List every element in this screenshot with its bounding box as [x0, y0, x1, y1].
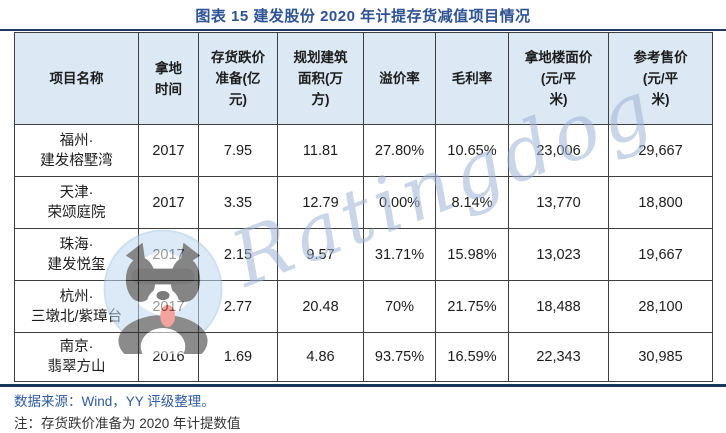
cell-premium-rate: 70% — [363, 280, 436, 333]
table-row: 南京· 翡翠方山 2016 1.69 4.86 93.75% 16.59% 22… — [14, 332, 713, 382]
header-cell-land-time: 拿地 时间 — [138, 32, 199, 125]
table-row: 天津· 荣颂庭院 2017 3.35 12.79 0.00% 8.14% 13,… — [14, 176, 713, 229]
cell-project-name: 福州· 建发榕墅湾 — [14, 124, 139, 177]
cell-project-name: 杭州· 三墩北/紫璋台 — [14, 280, 139, 333]
header-cell-premium-rate: 溢价率 — [363, 32, 436, 125]
cell-planned-area: 4.86 — [277, 332, 364, 382]
header-cell-project: 项目名称 — [14, 32, 139, 125]
cell-provision: 7.95 — [198, 124, 278, 177]
header-cell-planned-area: 规划建筑 面积(万 方) — [277, 32, 364, 125]
header-cell-floor-price: 拿地楼面价 (元/平 米) — [508, 32, 609, 125]
cell-project-name: 天津· 荣颂庭院 — [14, 176, 139, 229]
cell-land-time: 2017 — [138, 124, 199, 177]
bottom-divider — [0, 384, 726, 387]
cell-gross-margin: 10.65% — [435, 124, 509, 177]
cell-ref-price: 28,100 — [608, 280, 713, 333]
cell-floor-price: 18,488 — [508, 280, 609, 333]
cell-premium-rate: 93.75% — [363, 332, 436, 382]
cell-ref-price: 19,667 — [608, 228, 713, 281]
cell-gross-margin: 21.75% — [435, 280, 509, 333]
provision-table: 项目名称 拿地 时间 存货跌价 准备(亿 元) 规划建筑 面积(万 方) 溢价率… — [14, 32, 713, 382]
footnote: 注：存货跌价准备为 2020 年计提数值 — [14, 416, 241, 431]
figure-title: 图表 15 建发股份 2020 年计提存货减值项目情况 — [195, 8, 531, 25]
cell-planned-area: 20.48 — [277, 280, 364, 333]
cell-planned-area: 11.81 — [277, 124, 364, 177]
cell-provision: 2.77 — [198, 280, 278, 333]
table-row: 福州· 建发榕墅湾 2017 7.95 11.81 27.80% 10.65% … — [14, 124, 713, 177]
data-source-note: 数据来源：Wind，YY 评级整理。 — [14, 394, 215, 409]
cell-gross-margin: 8.14% — [435, 176, 509, 229]
header-cell-gross-margin: 毛利率 — [435, 32, 509, 125]
cell-provision: 1.69 — [198, 332, 278, 382]
cell-ref-price: 18,800 — [608, 176, 713, 229]
table-header-row: 项目名称 拿地 时间 存货跌价 准备(亿 元) 规划建筑 面积(万 方) 溢价率… — [14, 32, 713, 125]
header-cell-provision: 存货跌价 准备(亿 元) — [198, 32, 278, 125]
cell-floor-price: 23,006 — [508, 124, 609, 177]
table-row: 杭州· 三墩北/紫璋台 2017 2.77 20.48 70% 21.75% 1… — [14, 280, 713, 333]
cell-floor-price: 22,343 — [508, 332, 609, 382]
cell-provision: 3.35 — [198, 176, 278, 229]
cell-premium-rate: 0.00% — [363, 176, 436, 229]
cell-project-name: 珠海· 建发悦玺 — [14, 228, 139, 281]
cell-planned-area: 9.57 — [277, 228, 364, 281]
cell-land-time: 2017 — [138, 228, 199, 281]
top-divider — [0, 29, 726, 31]
cell-land-time: 2016 — [138, 332, 199, 382]
table-row: 珠海· 建发悦玺 2017 2.15 9.57 31.71% 15.98% 13… — [14, 228, 713, 281]
cell-gross-margin: 15.98% — [435, 228, 509, 281]
header-cell-ref-price: 参考售价 (元/平 米) — [608, 32, 713, 125]
cell-provision: 2.15 — [198, 228, 278, 281]
cell-premium-rate: 27.80% — [363, 124, 436, 177]
cell-gross-margin: 16.59% — [435, 332, 509, 382]
cell-land-time: 2017 — [138, 280, 199, 333]
cell-land-time: 2017 — [138, 176, 199, 229]
cell-ref-price: 29,667 — [608, 124, 713, 177]
cell-ref-price: 30,985 — [608, 332, 713, 382]
cell-project-name: 南京· 翡翠方山 — [14, 332, 139, 382]
cell-floor-price: 13,770 — [508, 176, 609, 229]
cell-premium-rate: 31.71% — [363, 228, 436, 281]
cell-planned-area: 12.79 — [277, 176, 364, 229]
cell-floor-price: 13,023 — [508, 228, 609, 281]
